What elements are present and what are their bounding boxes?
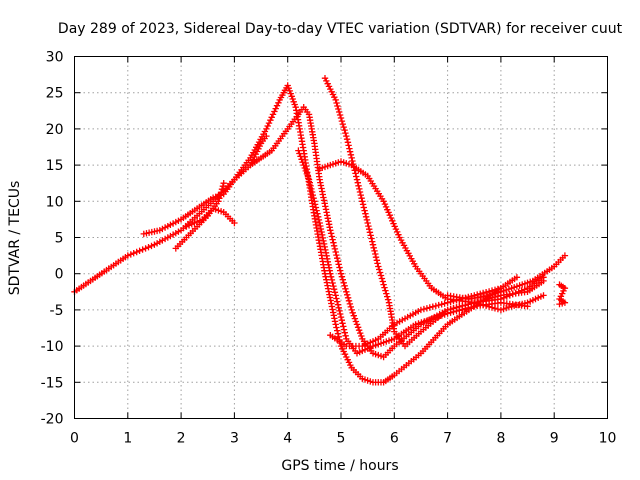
series-markers [321,75,547,350]
x-tick-label: 5 [337,431,346,447]
y-tick-label: -15 [41,375,64,391]
y-tick-label: 25 [46,86,64,102]
axis-ticks: 0 1 2 3 4 5 6 7 8 9 10 -20 -15 -10 -5 0 5 10 15 20 25 30 [41,50,617,447]
series-arc-1 [71,82,521,386]
x-tick-label: 10 [599,431,617,447]
x-tick-label: 4 [283,431,292,447]
x-axis-label: GPS time / hours [281,458,398,474]
data-series [71,75,569,386]
x-tick-label: 6 [390,431,399,447]
y-tick-label: 20 [46,122,64,138]
y-tick-label: 0 [55,267,64,283]
series-markers [71,82,521,386]
series-arc-8 [295,147,531,357]
series-arc-10 [444,252,569,303]
y-axis-label: SDTVAR / TECUs [7,181,23,296]
y-tick-label: 30 [46,50,64,66]
series-arc-6 [321,75,547,350]
x-tick-label: 3 [230,431,239,447]
series-markers [295,147,531,357]
grid [74,56,608,419]
series-markers [140,104,547,361]
x-tick-label: 1 [123,431,132,447]
series-markers [556,281,569,308]
y-tick-label: 5 [55,231,64,247]
series-markers [183,205,238,230]
chart-title: Day 289 of 2023, Sidereal Day-to-day VTE… [58,21,623,37]
y-tick-label: -10 [41,339,64,355]
x-tick-label: 7 [443,431,452,447]
y-tick-label: -5 [50,303,64,319]
x-tick-label: 9 [550,431,559,447]
series-arc-4 [183,205,238,230]
x-tick-label: 8 [496,431,505,447]
series-markers [247,132,270,169]
series-arc-5 [247,132,270,169]
x-tick-label: 2 [177,431,186,447]
series-markers [444,252,569,303]
y-tick-label: 10 [46,194,64,210]
series-arc-2 [140,104,547,361]
x-tick-label: 0 [70,431,79,447]
y-tick-label: 15 [46,158,64,174]
series-arc-11 [556,281,569,308]
y-tick-label: -20 [41,412,64,428]
